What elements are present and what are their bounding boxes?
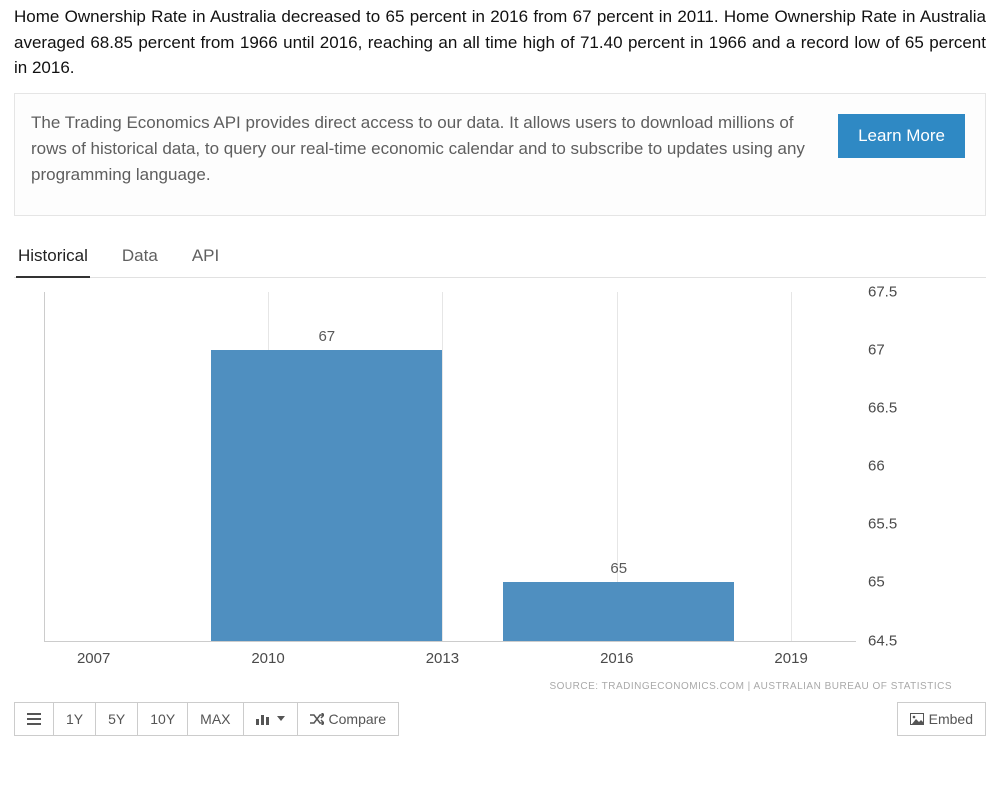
y-axis-label: 66.5 bbox=[856, 399, 897, 416]
chevron-down-icon bbox=[277, 716, 285, 721]
grid-line bbox=[791, 292, 792, 641]
range-1y-button[interactable]: 1Y bbox=[53, 702, 96, 736]
range-5y-button[interactable]: 5Y bbox=[95, 702, 138, 736]
chart-bar[interactable]: 67 bbox=[211, 350, 442, 641]
api-banner-text: The Trading Economics API provides direc… bbox=[31, 110, 814, 189]
chart: 67.56766.56665.56564.5200720102013201620… bbox=[14, 292, 986, 692]
grid-line bbox=[442, 292, 443, 641]
list-icon bbox=[27, 713, 41, 725]
y-axis-label: 67.5 bbox=[856, 283, 897, 300]
tab-historical[interactable]: Historical bbox=[16, 238, 90, 278]
learn-more-button[interactable]: Learn More bbox=[838, 114, 965, 158]
compare-button[interactable]: Compare bbox=[297, 702, 400, 736]
x-axis-label: 2007 bbox=[77, 650, 110, 667]
embed-label: Embed bbox=[929, 711, 973, 727]
image-icon bbox=[910, 713, 924, 725]
range-max-button[interactable]: MAX bbox=[187, 702, 243, 736]
range-10y-button[interactable]: 10Y bbox=[137, 702, 188, 736]
tab-api[interactable]: API bbox=[190, 238, 221, 277]
y-axis-label: 64.5 bbox=[856, 632, 897, 649]
chart-type-button[interactable] bbox=[243, 702, 298, 736]
embed-button[interactable]: Embed bbox=[897, 702, 986, 736]
y-axis-label: 66 bbox=[856, 458, 885, 475]
tabs: Historical Data API bbox=[14, 234, 986, 278]
x-axis-label: 2010 bbox=[251, 650, 284, 667]
chart-plot: 67.56766.56665.56564.5200720102013201620… bbox=[44, 292, 856, 642]
toolbar-right: Embed bbox=[897, 702, 986, 736]
x-axis-label: 2013 bbox=[426, 650, 459, 667]
api-banner: The Trading Economics API provides direc… bbox=[14, 93, 986, 216]
list-view-button[interactable] bbox=[14, 702, 54, 736]
y-axis-label: 67 bbox=[856, 341, 885, 358]
intro-text: Home Ownership Rate in Australia decreas… bbox=[14, 4, 986, 81]
x-axis-label: 2016 bbox=[600, 650, 633, 667]
bar-value-label: 67 bbox=[211, 328, 442, 345]
toolbar-left: 1Y 5Y 10Y MAX Compare bbox=[14, 702, 399, 736]
shuffle-icon bbox=[310, 713, 324, 725]
bar-value-label: 65 bbox=[503, 560, 734, 577]
compare-label: Compare bbox=[329, 711, 387, 727]
chart-source: SOURCE: TRADINGECONOMICS.COM | AUSTRALIA… bbox=[549, 681, 952, 692]
chart-bar[interactable]: 65 bbox=[503, 582, 734, 640]
chart-toolbar: 1Y 5Y 10Y MAX Compare Embed bbox=[14, 702, 986, 736]
y-axis-label: 65.5 bbox=[856, 516, 897, 533]
bar-chart-icon bbox=[256, 713, 270, 725]
x-axis-label: 2019 bbox=[774, 650, 807, 667]
tab-data[interactable]: Data bbox=[120, 238, 160, 277]
y-axis-label: 65 bbox=[856, 574, 885, 591]
